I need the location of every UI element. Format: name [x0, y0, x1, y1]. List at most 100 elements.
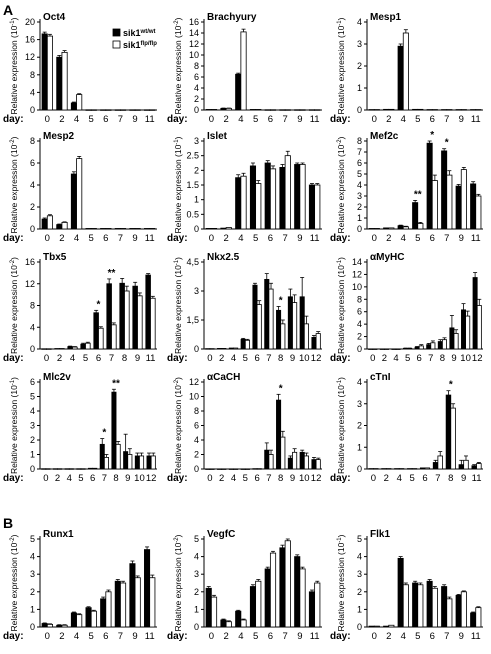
- bar-flp: [475, 607, 482, 628]
- bar-wt: [228, 347, 234, 350]
- y-axis-label-close: ): [336, 257, 346, 260]
- bar-wt: [70, 612, 77, 628]
- bar-flp: [85, 342, 91, 350]
- x-tick-label: 7: [266, 473, 271, 484]
- bar-flp: [150, 455, 156, 470]
- bar-wt: [114, 580, 121, 628]
- x-tick-label: 9: [135, 353, 140, 364]
- bar-wt: [249, 586, 257, 628]
- bar-wt: [383, 227, 390, 230]
- y-axis-label-exponent: -1: [10, 20, 16, 26]
- y-axis-label-exponent: -2: [174, 537, 180, 543]
- bar-wt: [437, 341, 443, 350]
- bar-wt: [56, 56, 63, 111]
- x-tick-label: 10: [460, 353, 471, 364]
- x-tick-label: 5: [243, 473, 248, 484]
- chart-title: Runx1: [43, 529, 74, 540]
- bar-wt: [426, 344, 432, 350]
- bar-wt: [472, 277, 478, 350]
- x-tick-label: 8: [440, 353, 445, 364]
- x-tick-label: 2: [382, 353, 387, 364]
- y-tick-label: 4: [357, 319, 362, 329]
- bar-wt: [70, 102, 77, 111]
- x-tick-label: 12: [472, 353, 483, 364]
- y-tick-label: 8: [30, 70, 35, 80]
- bar-flp: [268, 454, 274, 470]
- bar-wt: [394, 468, 400, 470]
- y-tick-label: 5: [194, 534, 199, 544]
- y-tick-label: 2: [194, 587, 199, 597]
- x-tick-label: 8: [113, 473, 118, 484]
- chart-title: cTnI: [370, 372, 391, 383]
- bar-flp: [315, 459, 321, 470]
- bar-flp: [76, 94, 83, 111]
- chart-title: Flk1: [370, 529, 390, 540]
- bar-flp: [46, 35, 53, 111]
- x-tick-label: 0: [371, 473, 376, 484]
- bar-wt: [249, 109, 257, 111]
- bar-flp: [103, 456, 109, 470]
- bar-wt: [299, 296, 305, 350]
- y-tick-label: 2: [194, 450, 199, 460]
- bar-flp: [80, 468, 86, 470]
- x-tick-label: 8: [448, 473, 453, 484]
- bar-flp: [269, 168, 277, 230]
- bar-flp: [430, 342, 436, 350]
- y-axis-label: Relative expression (10-1): [173, 136, 183, 233]
- y-tick-label: 0: [357, 464, 362, 474]
- bar-wt: [70, 173, 77, 230]
- y-axis-label-close: ): [9, 17, 19, 20]
- x-tick-label: 11: [472, 473, 482, 484]
- x-tick-label: 11: [471, 631, 481, 642]
- bar-flp: [233, 347, 239, 350]
- y-tick-label: 6: [194, 421, 199, 431]
- bar-wt: [264, 449, 270, 470]
- bar-flp: [417, 223, 424, 230]
- bar-flp: [244, 339, 250, 350]
- bar-flp: [314, 184, 321, 230]
- bar-flp: [299, 164, 306, 230]
- bar-flp: [59, 348, 65, 350]
- legend-swatch: [112, 28, 121, 37]
- y-tick-label: 6: [30, 158, 35, 168]
- y-tick-label: 0: [357, 622, 362, 632]
- bar-wt: [252, 284, 258, 350]
- y-tick-label: 8: [357, 294, 362, 304]
- x-tick-label: 7: [444, 631, 449, 642]
- x-axis-label: day:: [167, 233, 188, 244]
- bar-wt: [294, 556, 301, 628]
- bar-wt: [426, 142, 433, 230]
- y-axis-label-close: ): [336, 17, 346, 20]
- y-axis-label-exponent: -2: [10, 537, 16, 543]
- y-axis-label-close: ): [173, 257, 183, 260]
- y-tick-label: 0: [194, 344, 199, 354]
- significance-mark: *: [102, 428, 106, 439]
- bar-flp: [446, 174, 453, 230]
- bar-flp: [268, 288, 274, 350]
- y-tick-label: 12: [189, 377, 199, 387]
- chart-title: αMyHC: [370, 252, 404, 263]
- bar-flp: [388, 624, 395, 628]
- bar-flp: [225, 621, 232, 628]
- bar-flp: [255, 580, 262, 628]
- y-axis-label-close: ): [9, 534, 19, 537]
- bar-flp: [105, 228, 112, 230]
- bar-flp: [402, 32, 409, 111]
- y-axis-label-close: ): [173, 136, 183, 139]
- y-tick-label: 3: [194, 136, 199, 146]
- bar-flp: [372, 348, 378, 350]
- bar-wt: [56, 224, 63, 230]
- bar-wt: [64, 468, 70, 470]
- bar-flp: [450, 407, 456, 470]
- bar-flp: [149, 109, 156, 111]
- bar-flp: [424, 467, 431, 470]
- y-axis-label-exponent: -2: [174, 379, 180, 385]
- y-tick-label: 0.5: [186, 209, 199, 219]
- y-tick-label: 1: [357, 213, 362, 223]
- bar-flp: [373, 625, 380, 628]
